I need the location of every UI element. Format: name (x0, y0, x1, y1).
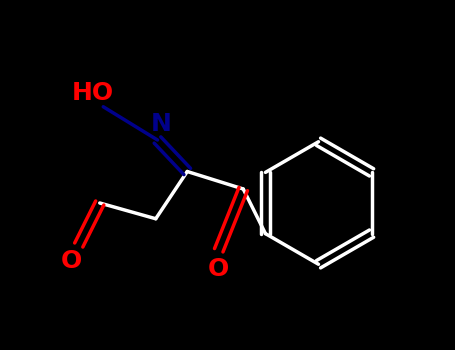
Text: O: O (208, 258, 229, 281)
Text: O: O (61, 249, 82, 273)
Text: N: N (151, 112, 172, 136)
Text: HO: HO (72, 81, 114, 105)
